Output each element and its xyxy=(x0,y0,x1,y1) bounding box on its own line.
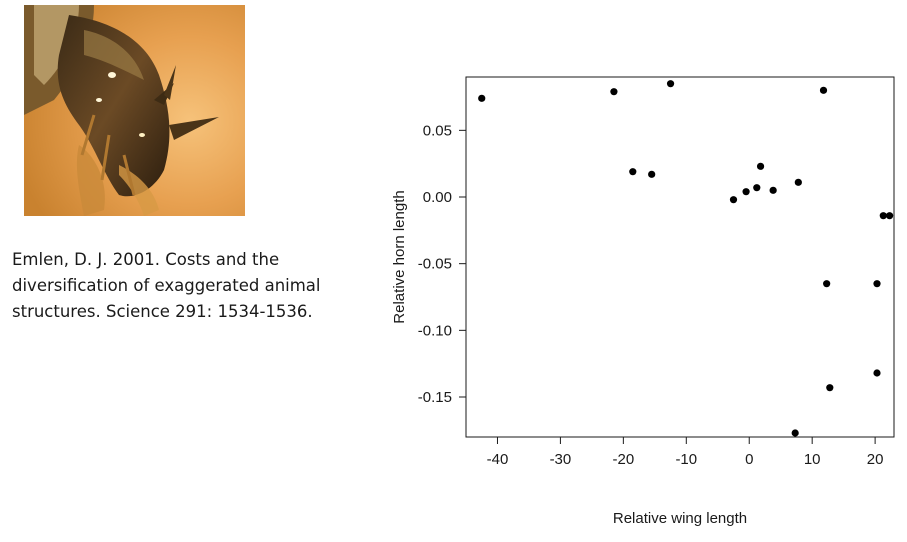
data-point xyxy=(648,170,656,178)
x-tick-label: -40 xyxy=(487,451,509,468)
data-point xyxy=(769,186,777,194)
data-point xyxy=(791,429,799,437)
plot-frame xyxy=(465,76,895,438)
data-point xyxy=(826,384,834,392)
data-point xyxy=(610,88,618,96)
data-point xyxy=(742,188,750,196)
y-tick-label: -0.10 xyxy=(418,322,452,339)
data-point xyxy=(478,94,486,102)
data-points xyxy=(478,80,894,437)
citation-line-3: structures. Science 291: 1534-1536. xyxy=(12,302,313,321)
x-tick-label: -10 xyxy=(675,451,697,468)
data-point xyxy=(823,280,831,288)
y-axis-label: Relative horn length xyxy=(391,190,408,323)
x-tick-label: -20 xyxy=(613,451,635,468)
data-point xyxy=(879,212,887,220)
beetle-horn-photo xyxy=(24,5,245,216)
data-point xyxy=(666,80,675,88)
y-tick-label: -0.15 xyxy=(418,389,452,406)
citation: Emlen, D. J. 2001. Costs and the diversi… xyxy=(12,247,372,325)
citation-line-1: Emlen, D. J. 2001. Costs and the xyxy=(12,250,280,269)
scatter-chart: -40 -30 -20 -10 0 10 20 0.05 0.00 -0.05 -0.10 -0.1… xyxy=(391,76,895,527)
x-tick-label: 10 xyxy=(804,451,821,468)
x-tick-label: -30 xyxy=(550,451,572,468)
data-point xyxy=(873,280,881,288)
x-axis-label: Relative wing length xyxy=(613,510,747,527)
data-point xyxy=(629,168,637,176)
y-axis: 0.05 0.00 -0.05 -0.10 -0.15 xyxy=(418,122,466,406)
data-point xyxy=(753,184,761,192)
data-point xyxy=(885,212,894,220)
x-axis: -40 -30 -20 -10 0 10 20 xyxy=(487,437,884,468)
y-tick-label: 0.00 xyxy=(423,189,452,206)
citation-line-2: diversification of exaggerated animal xyxy=(12,276,321,295)
data-point xyxy=(794,178,802,186)
y-tick-label: 0.05 xyxy=(423,122,452,139)
x-tick-label: 0 xyxy=(745,451,753,468)
data-point xyxy=(873,369,881,377)
data-point xyxy=(729,196,738,204)
x-tick-label: 20 xyxy=(867,451,884,468)
y-tick-label: -0.05 xyxy=(418,256,452,273)
data-point xyxy=(756,162,765,170)
data-point xyxy=(819,86,828,94)
